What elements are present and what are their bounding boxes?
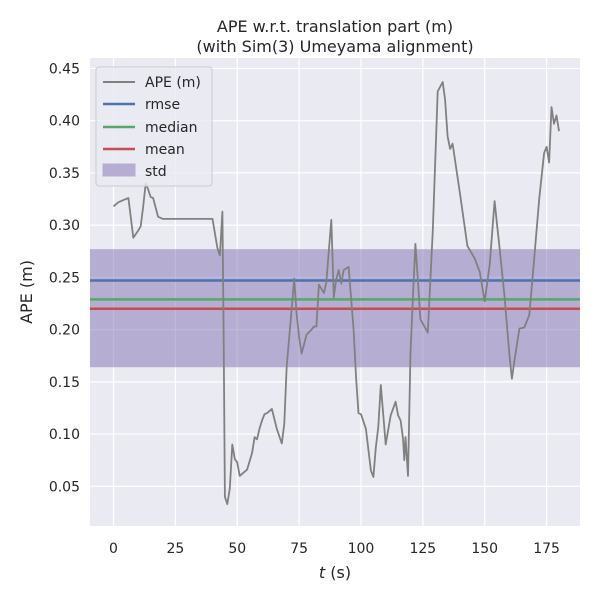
legend-mean-label: mean [145, 142, 185, 158]
x-tick-label: 0 [109, 541, 118, 557]
y-tick-label: 0.45 [49, 61, 80, 77]
legend-std-swatch [102, 163, 136, 177]
y-tick-labels: 0.05 0.10 0.15 0.20 0.25 0.30 0.35 0.40 0.45 [49, 61, 80, 495]
y-tick-label: 0.35 [49, 166, 80, 182]
legend-std-label: std [145, 164, 167, 180]
ape-series-line [112, 81, 560, 506]
y-tick-label: 0.10 [49, 427, 80, 443]
y-tick-label: 0.30 [49, 218, 80, 234]
x-tick-label: 100 [348, 541, 375, 557]
legend-median-label: median [145, 120, 197, 136]
legend-ape-label: APE (m) [145, 75, 201, 91]
y-tick-label: 0.15 [49, 375, 80, 391]
y-tick-label: 0.25 [49, 270, 80, 286]
x-axis-label-unit: (s) [325, 563, 351, 582]
chart-title-line1: APE w.r.t. translation part (m) [217, 17, 453, 36]
x-tick-label: 50 [228, 541, 246, 557]
chart-title-line2: (with Sim(3) Umeyama alignment) [196, 37, 473, 56]
y-tick-label: 0.40 [49, 114, 80, 130]
y-tick-label: 0.05 [49, 479, 80, 495]
x-tick-label: 125 [409, 541, 436, 557]
x-axis-label: t (s) [319, 563, 351, 582]
legend-frame [95, 66, 213, 187]
x-tick-label: 75 [290, 541, 308, 557]
legend-rmse-label: rmse [145, 97, 180, 113]
x-axis-label-var: t [319, 563, 326, 582]
x-tick-label: 175 [533, 541, 560, 557]
x-tick-labels: 0 25 50 75 100 125 150 175 [109, 541, 560, 557]
y-axis-label: APE (m) [17, 260, 36, 324]
x-tick-label: 25 [166, 541, 184, 557]
y-tick-label: 0.20 [49, 323, 80, 339]
legend: APE (m) rmse median mean std [95, 66, 213, 187]
x-tick-label: 150 [471, 541, 498, 557]
